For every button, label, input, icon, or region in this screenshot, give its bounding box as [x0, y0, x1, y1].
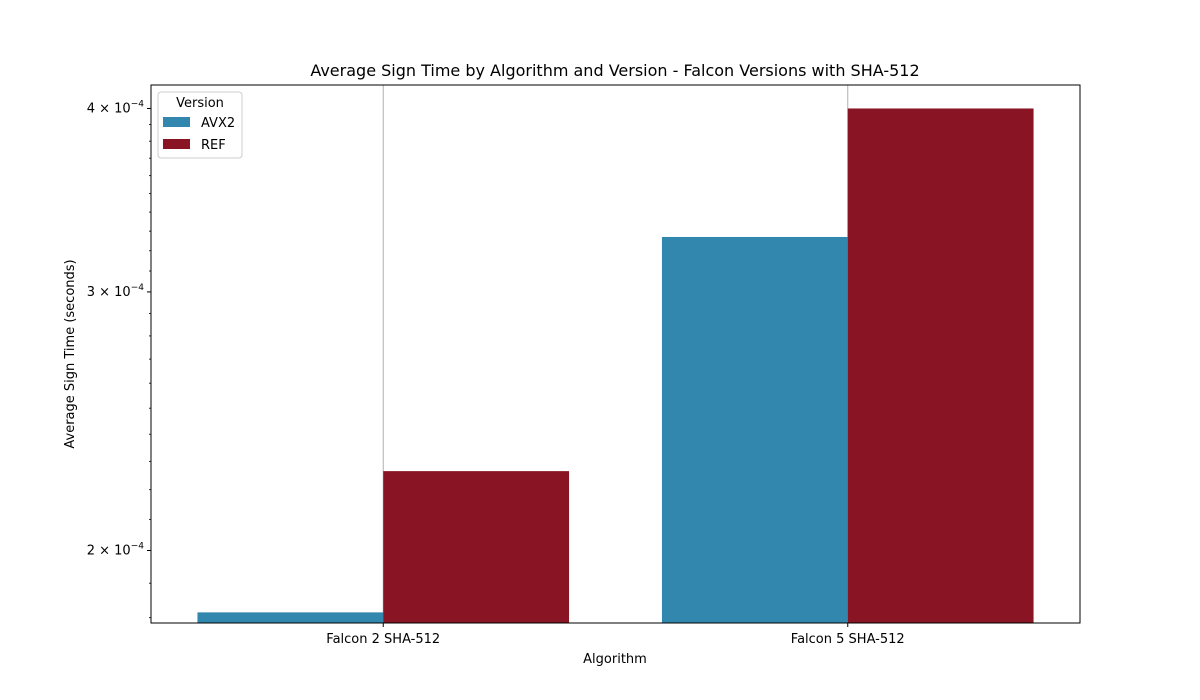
y-axis-label: Average Sign Time (seconds) — [63, 259, 78, 448]
plot-frame — [150, 84, 1081, 624]
y-axis: 2 × 10−4 3 × 10−4 4 × 10−4 — [87, 99, 151, 619]
x-tick-label: Falcon 5 SHA-512 — [791, 632, 905, 647]
y-tick-label: 2 × 10−4 — [87, 541, 145, 558]
y-tick-label: 4 × 10−4 — [87, 99, 145, 116]
chart-title: Average Sign Time by Algorithm and Versi… — [310, 61, 919, 80]
legend: Version AVX2 REF — [157, 91, 243, 159]
plot-area — [150, 84, 1081, 624]
bar-avx2-2 — [661, 236, 848, 623]
legend-label-avx2: AVX2 — [201, 116, 235, 131]
x-axis: Falcon 2 SHA-512 Falcon 5 SHA-512 — [326, 623, 905, 647]
y-tick-label: 3 × 10−4 — [87, 283, 145, 300]
bar-avx2-1 — [197, 612, 384, 623]
x-axis-label: Algorithm — [583, 652, 647, 667]
bar-ref-1 — [383, 471, 570, 623]
legend-swatch-ref — [163, 139, 190, 149]
bars — [197, 108, 1034, 624]
legend-swatch-avx2 — [163, 117, 190, 127]
legend-title: Version — [176, 96, 224, 111]
x-tick-label: Falcon 2 SHA-512 — [326, 632, 440, 647]
bar-ref-2 — [847, 108, 1034, 624]
legend-label-ref: REF — [201, 138, 226, 153]
